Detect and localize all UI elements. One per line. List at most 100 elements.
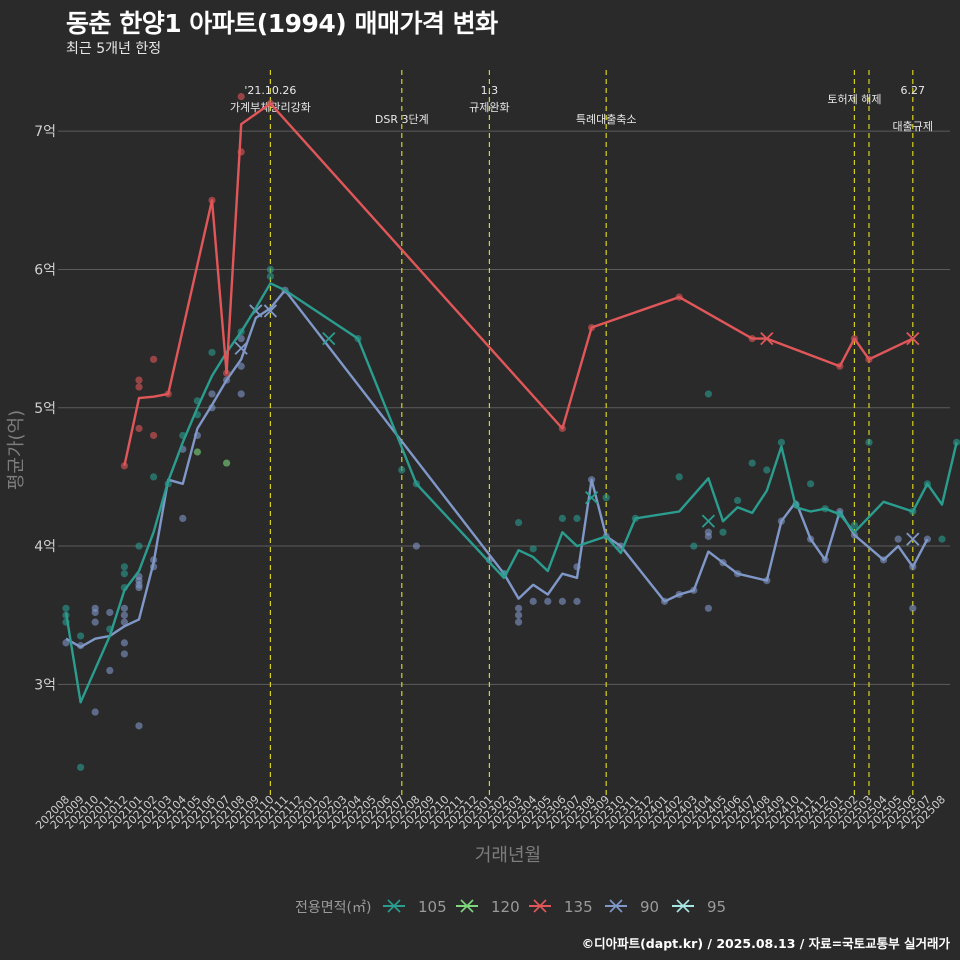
data-point [150,355,158,363]
data-point [135,583,143,592]
legend-title: 전용면적(㎡) [295,900,371,916]
data-point [135,383,143,391]
series-line [123,102,914,467]
data-point [266,265,274,274]
legend-item-120: 120 [456,898,520,916]
data-point [704,390,713,398]
data-point [237,390,245,398]
data-point [106,608,114,617]
legend-swatch-cross [676,899,690,913]
cross-marker [584,491,599,505]
legend-label: 90 [640,898,659,916]
legend-label: 95 [707,898,726,916]
event-label: 토허제 해제 [827,92,881,106]
data-point [120,462,128,470]
y-tick-label: 6억 [34,262,56,278]
data-point [865,438,873,446]
data-point [62,604,70,612]
data-point [602,494,610,502]
data-point [777,438,786,446]
data-point [704,604,713,612]
data-point [135,542,143,550]
legend-swatch-cross [387,899,401,913]
data-point [120,563,128,571]
cross-marker [906,331,920,346]
data-point [77,763,85,771]
data-point [807,480,815,488]
event-label: 1.3 [481,84,499,97]
data-point [135,424,143,433]
data-point [909,604,917,612]
data-point [237,335,245,343]
source-caption: ©디아파트(dapt.kr) / 2025.08.13 / 자료=국토교통부 실… [581,936,950,951]
legend-item-105: 105 [383,898,447,916]
event-label: 가계부채관리강화 [230,101,311,114]
series-120 [193,448,231,467]
legend-swatch-cross [460,899,474,913]
series-group [62,92,960,771]
data-point [150,473,158,481]
legend: 전용면적(㎡) 105 120 135 90 95 [295,898,726,916]
data-point [120,611,128,619]
data-point [515,611,523,619]
chart-title: 동춘 한양1 아파트(1994) 매매가격 변화 [66,9,498,38]
cross-stroke [906,532,920,546]
cross-marker [760,331,774,346]
event-label: 대출규제 [893,120,933,133]
cross-stroke [322,331,336,346]
data-point [529,597,537,605]
data-point [515,618,523,626]
data-point [573,514,581,522]
series-90 [62,286,932,730]
y-axis-title: 평균가(억) [6,410,27,490]
data-point [558,597,567,605]
data-point [91,608,99,617]
data-point [734,496,742,505]
data-point [938,535,946,543]
data-point [894,535,902,543]
cross-marker [234,341,248,355]
legend-label: 105 [418,898,447,916]
grid-lines [58,130,950,685]
data-point [529,545,537,553]
data-point [120,650,128,658]
data-point [91,618,99,626]
data-point [91,708,99,716]
legend-swatch-cross [533,899,547,913]
cross-marker [263,304,278,318]
data-point [398,466,406,474]
data-point [120,604,128,612]
event-label: '21.10.26 [244,84,296,97]
data-point [208,390,216,398]
data-point [193,448,201,456]
legend-swatch-cross [609,899,623,913]
data-point [704,532,713,540]
data-point [237,92,245,101]
data-point [223,459,231,467]
data-point [412,542,420,550]
cross-stroke [584,491,599,505]
y-tick-label: 3억 [34,677,56,693]
legend-item-95: 95 [672,898,726,916]
cross-marker [906,532,920,546]
data-point [748,459,756,467]
data-point [515,518,523,527]
data-point [120,570,128,578]
data-point [150,431,158,440]
y-axis-ticks: 3억 4억 5억 6억 7억 [34,124,56,693]
data-point [179,514,187,522]
data-point [573,597,581,605]
data-point [237,362,245,370]
event-label: DSR 3단계 [375,113,429,126]
event-label: 규제완화 [469,101,509,114]
data-point [266,272,274,280]
x-axis-ticks: 2020082020092020102020112020122021012021… [33,793,948,832]
cross-stroke [701,514,716,528]
data-point [77,632,85,640]
series-135 [120,92,920,470]
x-axis-title: 거래년월 [475,845,541,866]
cross-stroke [234,341,248,355]
series-line [64,282,958,704]
